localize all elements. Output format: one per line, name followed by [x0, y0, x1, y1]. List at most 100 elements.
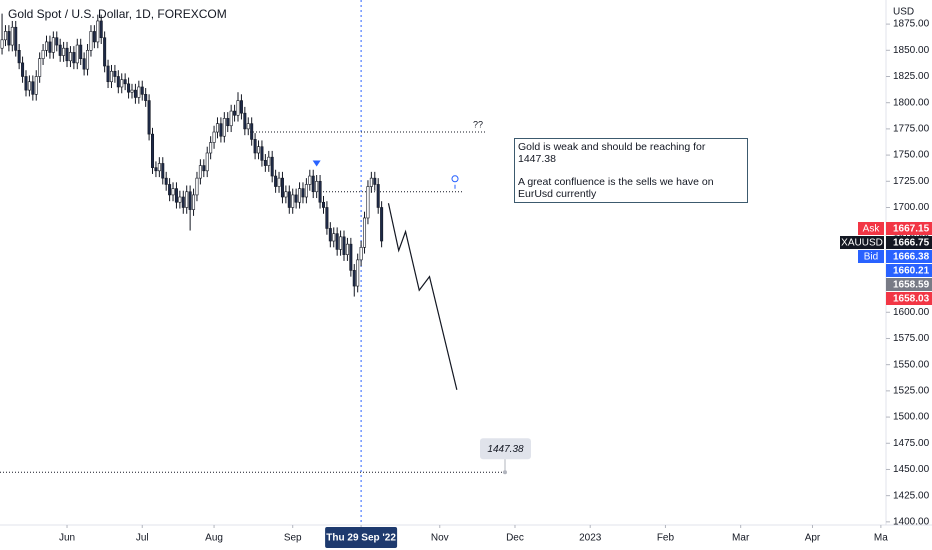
- candle-body: [116, 76, 120, 88]
- candle-body: [246, 123, 250, 130]
- x-tick-label: Feb: [657, 533, 675, 544]
- candle-body: [215, 123, 219, 133]
- candle-body: [219, 123, 223, 137]
- candle-body: [342, 236, 346, 255]
- candle-body: [168, 184, 172, 196]
- target-label-bg: [480, 438, 531, 460]
- candle-body: [99, 20, 103, 39]
- candle-body: [308, 175, 312, 185]
- price-tag-value: 1658.03: [893, 294, 930, 305]
- candle-body: [41, 49, 45, 59]
- candle-body: [267, 156, 271, 166]
- candle-body: [21, 62, 25, 77]
- y-tick-label: 1700.00: [893, 202, 930, 213]
- note-line: A great confluence is the sells we have …: [518, 176, 714, 200]
- candle-body: [202, 165, 206, 172]
- candle-body: [92, 31, 96, 43]
- note-line: Gold is weak and should be reaching for …: [518, 141, 706, 165]
- candle-body: [0, 39, 4, 49]
- candle-body: [192, 194, 196, 210]
- y-tick-label: 1575.00: [893, 333, 930, 344]
- candle-body: [195, 177, 199, 196]
- target-dot: [503, 470, 507, 475]
- x-tick-label: Thu 29 Sep '22: [326, 533, 396, 544]
- candle-body: [376, 184, 380, 208]
- y-tick-label: 1825.00: [893, 71, 930, 82]
- candle-body: [325, 207, 329, 229]
- candle-body: [10, 26, 14, 46]
- currency-label: USD: [893, 7, 914, 18]
- candle-body: [24, 76, 28, 91]
- candle-body: [65, 47, 69, 62]
- candle-body: [68, 52, 72, 62]
- candle-body: [144, 94, 148, 101]
- candle-body: [233, 110, 237, 116]
- candle-body: [86, 49, 90, 70]
- signal-marker: [312, 160, 321, 167]
- x-tick-label: Jul: [136, 533, 149, 544]
- candle-body: [250, 123, 254, 140]
- candle-body: [55, 37, 59, 46]
- x-tick-label: Ma: [874, 533, 888, 544]
- candle-body: [229, 110, 233, 127]
- y-tick-label: 1600.00: [893, 307, 930, 318]
- x-tick-label: 2023: [579, 533, 602, 544]
- candle-body: [51, 37, 55, 53]
- y-tick-label: 1875.00: [893, 19, 930, 30]
- candle-body: [287, 191, 291, 208]
- candle-body: [339, 236, 343, 250]
- price-tag-value: 1666.75: [893, 238, 930, 249]
- candle-body: [31, 81, 35, 95]
- price-tag-bg: [886, 250, 932, 263]
- candle-body: [157, 163, 161, 172]
- price-tag-value: 1667.15: [893, 224, 930, 235]
- candle-body: [349, 243, 353, 271]
- candle-body: [345, 243, 349, 255]
- y-tick-label: 1475.00: [893, 438, 930, 449]
- candle-body: [45, 41, 49, 51]
- y-tick-label: 1425.00: [893, 490, 930, 501]
- y-tick-label: 1725.00: [893, 176, 930, 187]
- price-tag-name-bg: [858, 222, 884, 235]
- y-tick-label: 1400.00: [893, 516, 930, 527]
- candle-body: [178, 196, 182, 203]
- candle-body: [106, 65, 110, 83]
- x-tick-label: Jun: [59, 533, 75, 544]
- x-tick-label: Aug: [205, 533, 223, 544]
- candle-body: [212, 131, 216, 143]
- candle-body: [301, 188, 305, 198]
- price-tag-bg: [886, 236, 932, 249]
- candle-body: [123, 79, 127, 85]
- candle-body: [188, 191, 192, 210]
- y-tick-label: 1450.00: [893, 464, 930, 475]
- candle-body: [127, 83, 131, 93]
- candle-body: [263, 160, 267, 166]
- candle-body: [277, 177, 281, 187]
- candle-body: [328, 228, 332, 242]
- target-label: 1447.38: [487, 444, 524, 455]
- candle-body: [34, 76, 38, 95]
- candle-body: [243, 112, 247, 130]
- candle-body: [222, 118, 226, 137]
- candle-body: [140, 86, 144, 95]
- price-tag-bg: [886, 264, 932, 277]
- price-tag-name: Ask: [863, 224, 881, 235]
- candle-body: [253, 139, 257, 154]
- candle-body: [48, 41, 52, 53]
- candle-body: [380, 207, 384, 242]
- candle-body: [318, 180, 322, 203]
- candle-body: [103, 37, 107, 67]
- candle-body: [120, 79, 124, 88]
- candle-body: [181, 196, 185, 208]
- candle-body: [89, 31, 93, 51]
- price-tag-name: Bid: [864, 252, 878, 263]
- candle-body: [280, 177, 284, 198]
- candle-body: [236, 100, 240, 116]
- candle-body: [311, 175, 315, 193]
- text-box: Gold is weak and should be reaching for …: [514, 138, 748, 203]
- chart-title: Gold Spot / U.S. Dollar, 1D, FOREXCOM: [8, 7, 227, 21]
- candle-body: [17, 49, 21, 64]
- candle-body: [82, 58, 86, 70]
